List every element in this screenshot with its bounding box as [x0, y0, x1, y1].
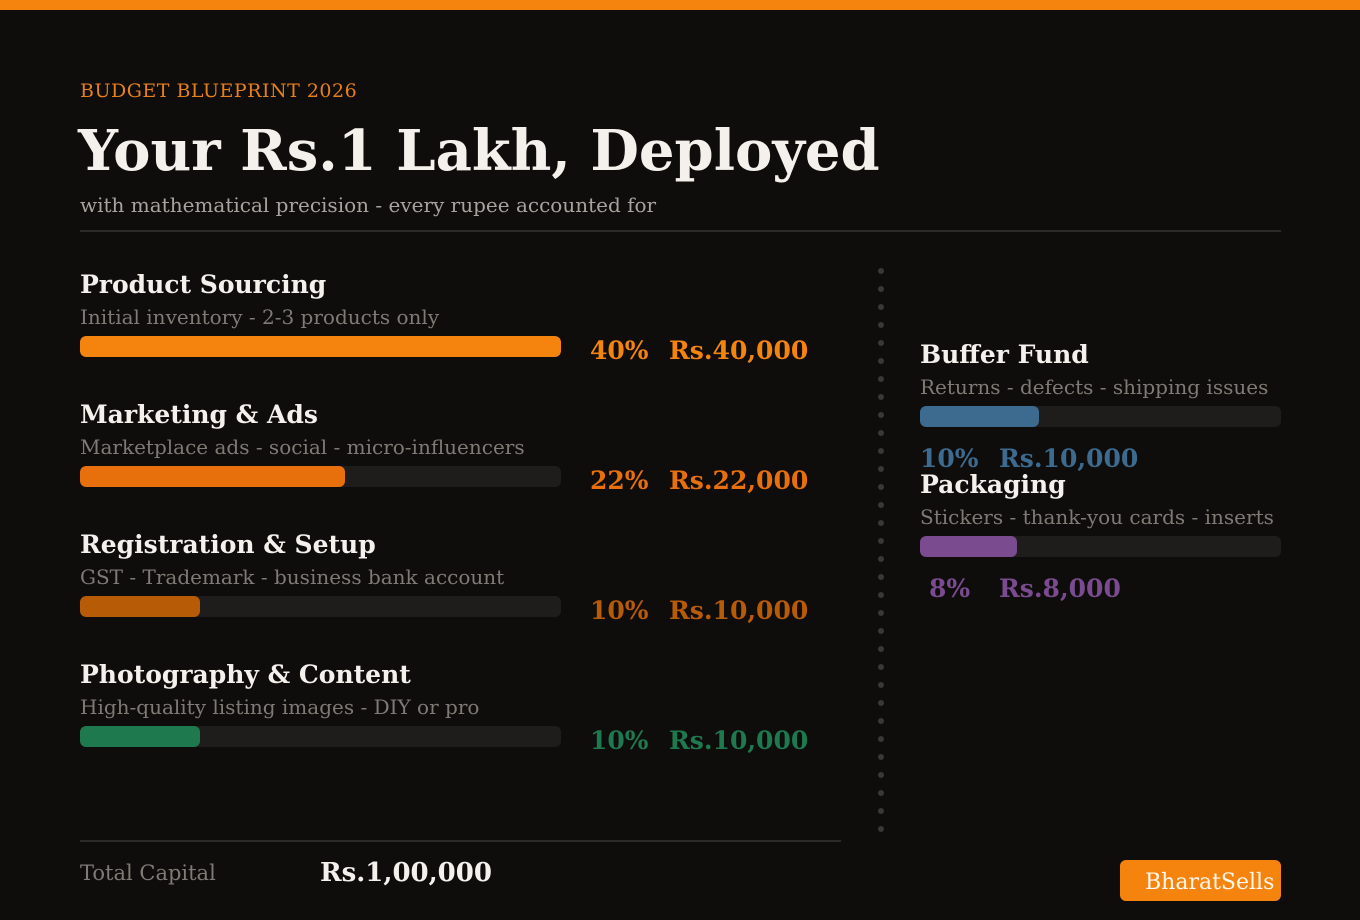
category-name: Buffer Fund	[920, 340, 1089, 369]
separator-dot	[878, 430, 884, 436]
separator-dot	[878, 484, 884, 490]
category-description: Initial inventory - 2-3 products only	[80, 305, 440, 329]
page-subtitle: with mathematical precision - every rupe…	[80, 193, 657, 217]
separator-dot	[878, 268, 884, 274]
separator-dot	[878, 448, 884, 454]
separator-dot	[878, 412, 884, 418]
total-capital-label: Total Capital	[80, 861, 216, 885]
separator-dot	[878, 718, 884, 724]
separator-dot	[878, 502, 884, 508]
separator-dot	[878, 754, 884, 760]
separator-dot	[878, 322, 884, 328]
category-percent: 8%	[929, 574, 971, 603]
eyebrow-label: BUDGET BLUEPRINT 2026	[80, 80, 358, 102]
allocation-bar	[80, 596, 561, 617]
separator-dot	[878, 574, 884, 580]
category-description: Marketplace ads - social - micro-influen…	[80, 435, 525, 459]
allocation-bar-fill	[920, 536, 1018, 557]
separator-dot	[878, 790, 884, 796]
category-amount: Rs.10,000	[669, 596, 809, 625]
allocation-bar	[920, 536, 1281, 557]
category-percent: 10%	[920, 444, 979, 473]
category-amount: Rs.10,000	[669, 726, 809, 755]
category-description: High-quality listing images - DIY or pro	[80, 695, 480, 719]
allocation-bar	[80, 466, 561, 487]
allocation-bar-fill	[80, 596, 201, 617]
brand-name: BharatSells	[1145, 870, 1275, 895]
allocation-bar-fill	[80, 466, 345, 487]
allocation-bar	[80, 336, 561, 357]
separator-dot	[878, 556, 884, 562]
category-name: Registration & Setup	[80, 530, 376, 559]
separator-dot	[878, 646, 884, 652]
separator-dot	[878, 592, 884, 598]
total-capital-value: Rs.1,00,000	[320, 858, 492, 888]
category-percent: 10%	[590, 596, 649, 625]
allocation-bar	[920, 406, 1281, 427]
separator-dot	[878, 376, 884, 382]
separator-dot	[878, 340, 884, 346]
separator-dot	[878, 664, 884, 670]
category-amount: Rs.10,000	[999, 444, 1139, 473]
category-percent: 10%	[590, 726, 649, 755]
separator-dot	[878, 286, 884, 292]
category-percent: 40%	[590, 336, 649, 365]
page-title: Your Rs.1 Lakh, Deployed	[78, 118, 880, 184]
category-name: Photography & Content	[80, 660, 411, 689]
separator-dot	[878, 538, 884, 544]
separator-dot	[878, 682, 884, 688]
separator-dot	[878, 772, 884, 778]
top-accent-bar	[0, 0, 1360, 10]
allocation-bar-fill	[80, 726, 201, 747]
separator-dot	[878, 520, 884, 526]
separator-dot	[878, 466, 884, 472]
category-name: Packaging	[920, 470, 1066, 499]
separator-dot	[878, 628, 884, 634]
separator-dot	[878, 736, 884, 742]
separator-dot	[878, 358, 884, 364]
separator-dot	[878, 304, 884, 310]
category-amount: Rs.8,000	[999, 574, 1121, 603]
footer-divider	[80, 840, 841, 842]
allocation-bar-fill	[920, 406, 1040, 427]
separator-dot	[878, 700, 884, 706]
brand-badge: BharatSells	[1120, 860, 1281, 901]
allocation-bar	[80, 726, 561, 747]
dotted-separator	[878, 268, 884, 834]
category-description: GST - Trademark - business bank account	[80, 565, 505, 589]
allocation-bar-fill	[80, 336, 561, 357]
header-divider	[80, 230, 1281, 232]
separator-dot	[878, 610, 884, 616]
separator-dot	[878, 808, 884, 814]
category-percent: 22%	[590, 466, 649, 495]
category-description: Stickers - thank-you cards - inserts	[920, 505, 1274, 529]
category-amount: Rs.22,000	[669, 466, 809, 495]
separator-dot	[878, 826, 884, 832]
category-name: Marketing & Ads	[80, 400, 318, 429]
category-description: Returns - defects - shipping issues	[920, 375, 1269, 399]
separator-dot	[878, 394, 884, 400]
category-name: Product Sourcing	[80, 270, 327, 299]
category-amount: Rs.40,000	[669, 336, 809, 365]
